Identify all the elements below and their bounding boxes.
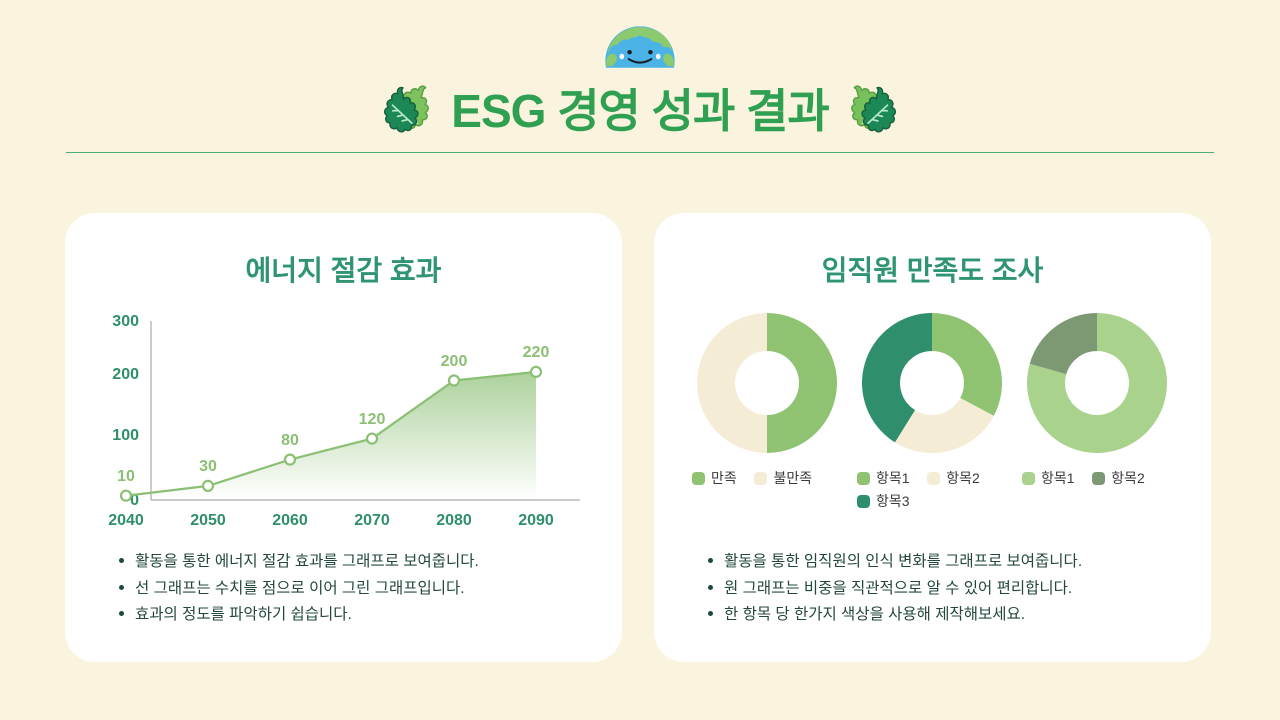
- svg-text:2090: 2090: [518, 512, 554, 529]
- svg-text:80: 80: [281, 432, 299, 449]
- svg-text:200: 200: [441, 353, 468, 370]
- svg-text:2080: 2080: [436, 512, 472, 529]
- svg-text:2070: 2070: [354, 512, 390, 529]
- svg-text:200: 200: [112, 366, 139, 383]
- svg-text:30: 30: [199, 458, 217, 475]
- svg-text:2040: 2040: [108, 512, 144, 529]
- svg-text:100: 100: [112, 427, 139, 444]
- svg-text:300: 300: [112, 313, 139, 330]
- svg-text:10: 10: [117, 468, 135, 485]
- svg-text:120: 120: [359, 411, 386, 428]
- svg-text:2050: 2050: [190, 512, 226, 529]
- svg-text:2060: 2060: [272, 512, 308, 529]
- svg-text:220: 220: [523, 344, 550, 361]
